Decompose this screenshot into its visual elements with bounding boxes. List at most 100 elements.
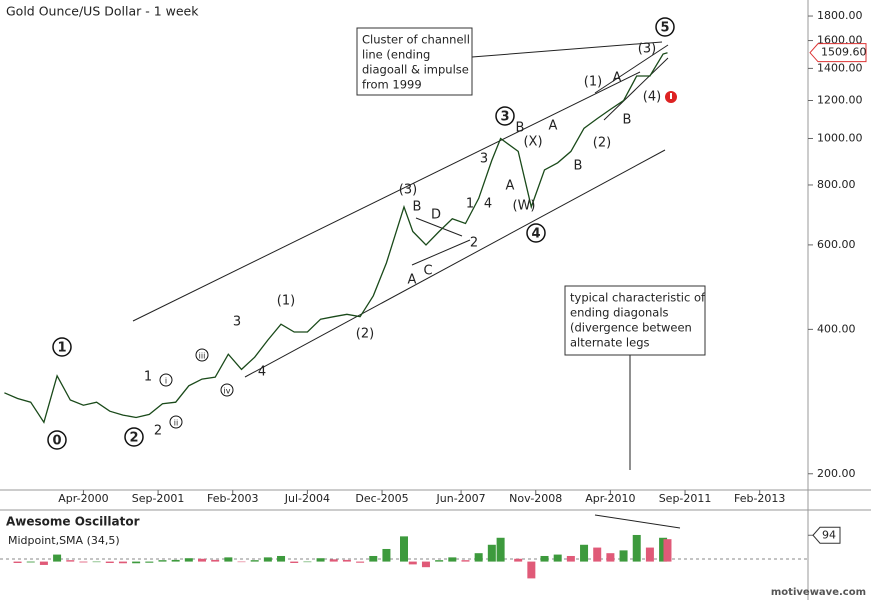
wave-label: 3 <box>500 110 509 125</box>
oscillator-bar <box>263 557 272 562</box>
oscillator-bar <box>645 547 654 562</box>
oscillator-bar <box>659 537 668 562</box>
y-tick-label: 1400.00 <box>817 61 863 74</box>
wave-circle <box>526 223 546 243</box>
y-tick-label: 200.00 <box>817 467 856 480</box>
x-tick-label: Apr-2010 <box>585 492 635 505</box>
oscillator-bar <box>342 559 351 562</box>
oscillator-bar <box>421 561 430 568</box>
wave-circle <box>195 348 209 362</box>
x-tick-label: Jul-2004 <box>284 492 330 505</box>
wave-circle <box>52 337 72 357</box>
y-tick-label: 600.00 <box>817 238 856 251</box>
channel-line <box>415 217 463 237</box>
wave-label: 4 <box>258 365 266 380</box>
wave-label: 2 <box>129 431 138 446</box>
oscillator-bar <box>79 561 88 563</box>
note-text: from 1999 <box>362 78 422 92</box>
x-tick-label: Nov-2008 <box>509 492 562 505</box>
note-box <box>356 27 473 96</box>
y-tick-label: 1000.00 <box>817 131 863 144</box>
channel-line <box>132 71 641 322</box>
oscillator-subtitle: Midpoint,SMA (34,5) <box>8 534 120 547</box>
oscillator-bar <box>92 561 101 563</box>
note-text: (divergence between <box>570 321 692 335</box>
wave-circle <box>655 17 675 37</box>
note-text: line (ending <box>362 48 430 62</box>
price-tag-label: 1509.60 <box>821 46 867 59</box>
y-tick-label: 94 <box>822 528 836 541</box>
note-text: alternate legs <box>570 336 650 350</box>
wave-label: 3 <box>480 152 488 167</box>
oscillator-bar <box>632 534 641 562</box>
y-tick-label: 800.00 <box>817 178 856 191</box>
wave-label: B <box>413 200 422 215</box>
wave-label: i <box>165 377 167 386</box>
oscillator-bar <box>132 561 141 564</box>
wave-label: iii <box>199 352 206 361</box>
oscillator-bar <box>496 537 505 562</box>
diagonal-line <box>594 44 669 94</box>
channel-line <box>411 239 471 266</box>
oscillator-bar <box>39 561 48 565</box>
wave-label: (X) <box>523 135 542 150</box>
oscillator-bar <box>303 561 312 563</box>
wave-label: C <box>423 264 432 279</box>
oscillator-bar <box>400 536 408 562</box>
oscillator-bar <box>26 561 35 563</box>
divergence-line <box>594 514 681 529</box>
oscillator-bar <box>566 555 575 562</box>
wave-circle <box>159 373 173 387</box>
oscillator-bar <box>224 557 233 562</box>
wave-circle <box>169 415 183 429</box>
oscillator-bar <box>145 561 154 563</box>
wave-label: A <box>549 119 558 134</box>
wave-label: A <box>613 71 622 86</box>
oscillator-bar <box>448 557 457 562</box>
y-tick-label: 1200.00 <box>817 93 863 106</box>
oscillator-bar <box>663 539 672 562</box>
oscillator-bar <box>105 561 114 563</box>
oscillator-bar <box>474 553 483 562</box>
wave-label: (2) <box>593 136 611 151</box>
oscillator-bar <box>118 561 127 564</box>
wave-circle <box>124 427 144 447</box>
oscillator-bar <box>171 559 180 562</box>
x-tick-label: Sep-2001 <box>132 492 185 505</box>
x-tick-label: Dec-2005 <box>355 492 408 505</box>
oscillator-bar <box>606 553 615 562</box>
oscillator-bar <box>435 560 444 562</box>
wave-label: 3 <box>233 315 241 330</box>
x-tick-label: Apr-2000 <box>58 492 108 505</box>
oscillator-bar <box>356 561 365 563</box>
oscillator-bar <box>369 555 378 562</box>
oscillator-bar <box>527 561 536 579</box>
watermark: motivewave.com <box>771 587 866 598</box>
wave-label: 0 <box>52 434 61 449</box>
value-tag <box>812 526 841 544</box>
oscillator-bar <box>237 561 246 563</box>
wave-label: 2 <box>470 236 478 251</box>
oscillator-bar <box>540 555 549 562</box>
note-text: Cluster of channell <box>362 33 470 47</box>
wave-label: (2) <box>356 327 374 342</box>
x-tick-label: Feb-2013 <box>734 492 785 505</box>
wave-label: 5 <box>660 21 669 36</box>
y-tick-label: 1800.00 <box>817 9 863 22</box>
oscillator-bar <box>408 561 417 565</box>
price-line <box>4 52 668 424</box>
wave-label: (3) <box>638 42 656 57</box>
wave-circle <box>47 430 67 450</box>
oscillator-bar <box>487 544 496 562</box>
oscillator-bar <box>13 561 22 563</box>
oscillator-bar <box>316 558 325 562</box>
wave-label: A <box>408 273 417 288</box>
wave-label: iv <box>224 387 231 396</box>
oscillator-bar <box>198 558 206 562</box>
oscillator-bar <box>514 558 523 562</box>
price-tag <box>809 43 867 63</box>
oscillator-title: Awesome Oscillator <box>6 515 140 529</box>
wave-label: 2 <box>154 424 162 439</box>
